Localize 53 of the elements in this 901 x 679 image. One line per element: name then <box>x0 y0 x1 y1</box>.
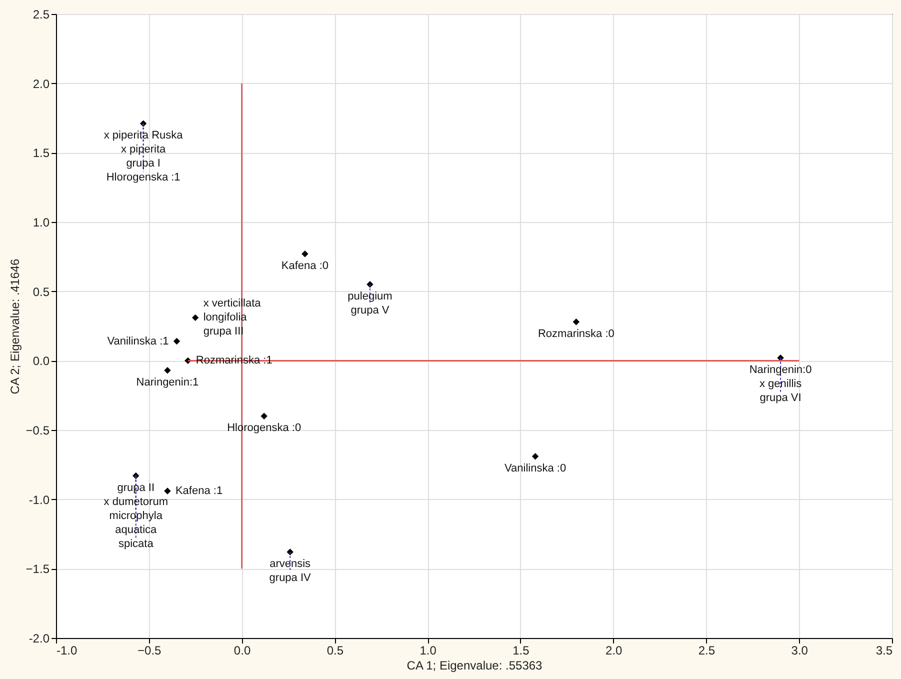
x-tick-label: 0.5 <box>326 644 344 658</box>
x-tick-label: 3.0 <box>791 644 808 658</box>
annotation: Rozmarinska :0 <box>538 328 614 340</box>
annotation: Naringenin:0 <box>749 364 812 376</box>
x-tick-label: 1.5 <box>512 644 530 658</box>
point <box>532 452 539 460</box>
y-tick-label: 0.5 <box>32 284 50 299</box>
annotation: grupa IV <box>269 572 312 584</box>
point <box>572 318 580 326</box>
annotation: grupa V <box>350 304 390 316</box>
x-tick-label: 2.0 <box>605 644 622 658</box>
y-tick-label: 2.0 <box>32 76 50 91</box>
y-tick-label: -2.0 <box>28 632 50 646</box>
point <box>302 250 308 258</box>
x-tick-label: 2.5 <box>698 644 716 658</box>
x-axis-title: CA 1; Eigenvalue: .55363 <box>406 658 543 672</box>
annotation: grupa II <box>117 482 155 494</box>
x-tick-label: 1.0 <box>420 644 437 658</box>
x-tick-label: -1.0 <box>56 644 78 658</box>
point <box>164 367 171 374</box>
point <box>192 314 199 322</box>
annotation: Naringenin:1 <box>136 376 199 388</box>
annotation: Hlorogenska :1 <box>106 172 180 184</box>
annotation: x dumetorum <box>104 496 168 508</box>
x-tick-label: −0.5 <box>138 644 162 658</box>
x-tick-label: 0.0 <box>234 644 251 658</box>
y-tick-label: -1.0 <box>28 492 50 507</box>
point <box>140 120 147 127</box>
annotation: pulegium <box>348 290 392 302</box>
y-tick-label: 1.5 <box>32 146 50 160</box>
annotation: Vanilinska :0 <box>504 462 566 474</box>
annotation: Kafena :1 <box>175 485 223 498</box>
point <box>164 488 171 494</box>
annotation: x piperita Ruska <box>104 130 184 142</box>
annotation: arvensis <box>270 558 312 570</box>
y-tick-label: −0.5 <box>26 424 50 438</box>
annotation: grupa I <box>126 158 160 170</box>
annotation: aquatica <box>115 524 158 536</box>
annotation: grupa VI <box>760 392 802 404</box>
annotation: Vanilinska :1 <box>107 335 169 348</box>
y-axis-title: CA 2; Eigenvalue: .41646 <box>8 258 22 394</box>
point <box>173 338 180 345</box>
annotation: x genillis <box>759 378 802 390</box>
annotation: spicata <box>118 538 154 550</box>
y-tick-label: 1.0 <box>32 216 50 230</box>
annotation: Kafena :0 <box>281 260 328 272</box>
x-tick-label: 3.5 <box>876 644 893 658</box>
annotation: x piperita <box>120 144 167 156</box>
y-tick-label: 0.0 <box>32 354 50 368</box>
annotation: microphyla <box>109 510 164 522</box>
y-tick-label: 2.5 <box>32 8 50 22</box>
point <box>260 412 268 420</box>
y-tick-label: −1.5 <box>26 562 50 576</box>
